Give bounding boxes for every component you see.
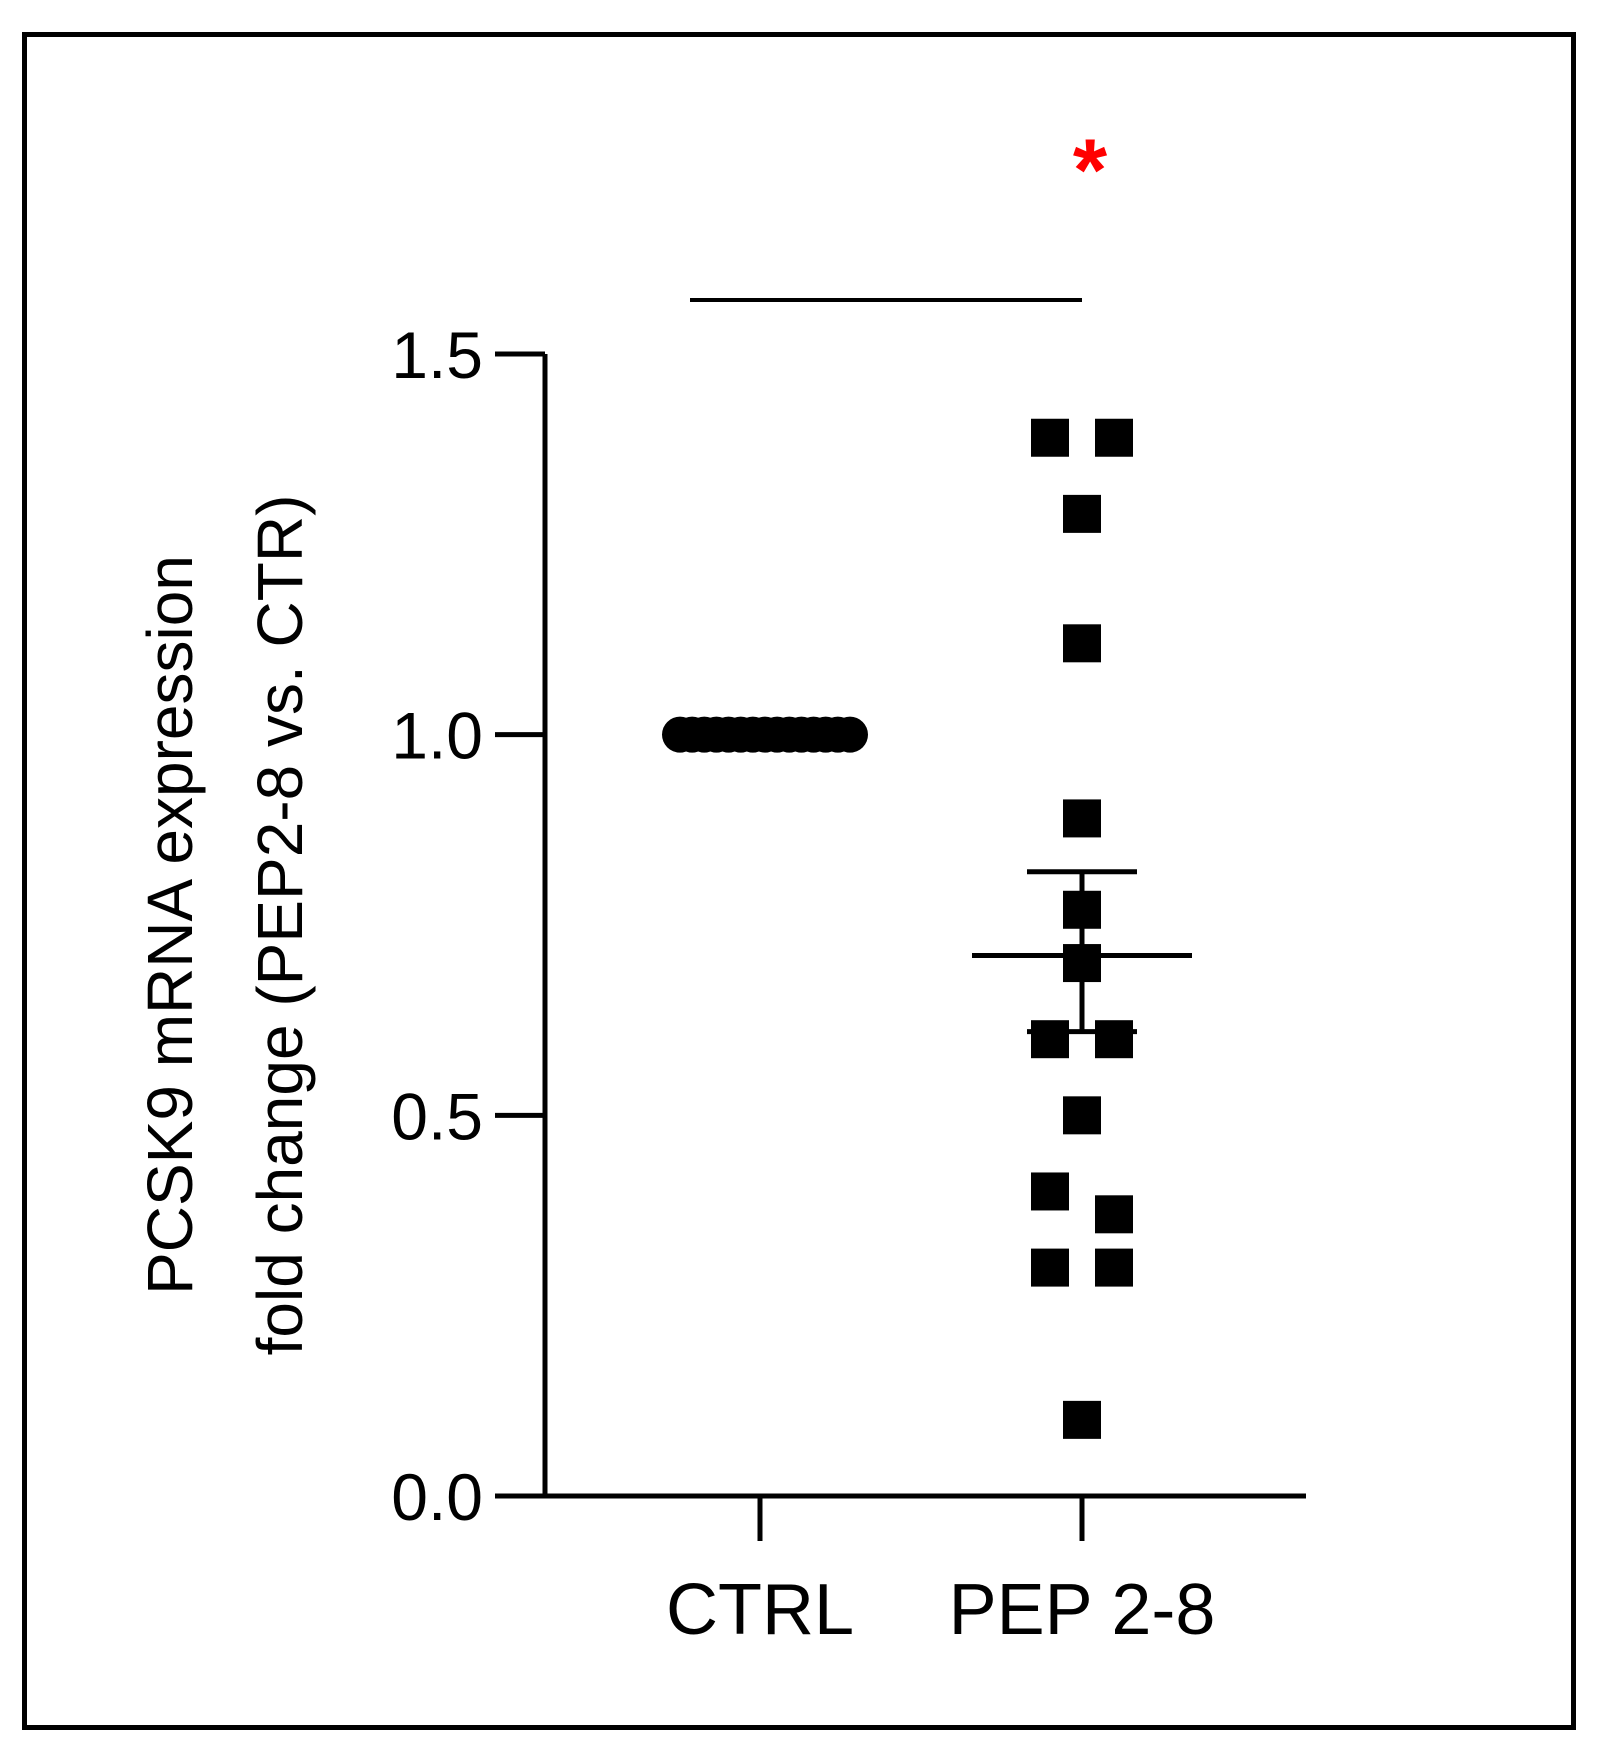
y-tick-label: 0.0: [391, 1460, 483, 1534]
x-ticks: CTRL PEP 2-8: [666, 1496, 1215, 1650]
y-axis-label-line1: PCSK9 mRNA expression: [134, 555, 206, 1295]
data-point-pep: [1095, 418, 1133, 457]
data-point-pep: [1031, 1020, 1069, 1059]
data-point-pep: [1031, 418, 1069, 457]
data-point-pep: [1063, 1400, 1101, 1439]
data-marks: [662, 418, 1192, 1439]
significance-asterisk: *: [1073, 120, 1108, 219]
figure-frame: [22, 32, 1576, 1730]
data-point-pep: [1095, 1020, 1133, 1059]
y-tick-label: 1.5: [391, 318, 483, 392]
y-ticks: 0.0 0.5 1.0 1.5: [391, 318, 545, 1534]
data-point-pep: [1063, 799, 1101, 838]
data-point-pep: [1095, 1248, 1133, 1287]
data-point-pep: [1063, 624, 1101, 663]
y-tick-label: 1.0: [391, 699, 483, 773]
data-point-pep: [1095, 1195, 1133, 1234]
data-point-pep: [1063, 1096, 1101, 1135]
y-axis-label-line2: fold change (PEP2-8 vs. CTR): [244, 495, 316, 1356]
data-point-pep: [1063, 494, 1101, 533]
x-tick-label: PEP 2-8: [949, 1570, 1216, 1650]
x-tick-label: CTRL: [666, 1570, 854, 1650]
data-point-ctrl: [832, 716, 868, 753]
data-point-pep: [1031, 1248, 1069, 1287]
data-point-pep: [1031, 1172, 1069, 1211]
y-tick-label: 0.5: [391, 1079, 483, 1153]
